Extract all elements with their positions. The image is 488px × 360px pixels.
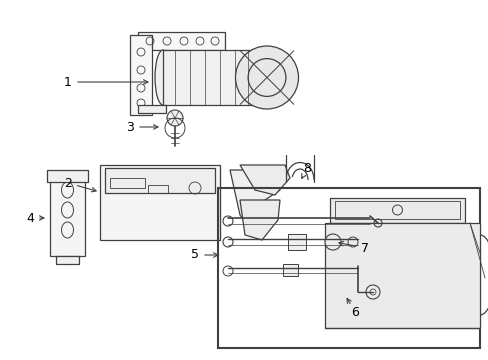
Bar <box>283 264 297 276</box>
Bar <box>163 50 264 105</box>
Polygon shape <box>229 170 280 230</box>
Bar <box>110 178 145 188</box>
Circle shape <box>365 285 379 299</box>
Text: 8: 8 <box>303 162 310 175</box>
Bar <box>218 188 479 348</box>
Circle shape <box>235 46 298 109</box>
Polygon shape <box>325 223 479 328</box>
Bar <box>105 168 215 193</box>
Text: 4: 4 <box>26 212 34 225</box>
Text: 7: 7 <box>360 242 368 255</box>
Circle shape <box>167 110 183 126</box>
Text: 3: 3 <box>126 121 134 134</box>
Polygon shape <box>240 165 289 195</box>
Bar <box>130 35 152 115</box>
Text: 5: 5 <box>191 248 199 261</box>
Bar <box>138 105 165 113</box>
Bar <box>47 170 88 182</box>
Bar <box>148 185 168 193</box>
Bar <box>334 201 459 219</box>
Text: 2: 2 <box>64 176 72 189</box>
Bar <box>50 178 85 256</box>
Text: 1: 1 <box>64 76 72 89</box>
Bar <box>100 165 220 240</box>
Circle shape <box>325 234 340 250</box>
Text: 6: 6 <box>350 306 358 319</box>
Bar <box>329 198 464 223</box>
Ellipse shape <box>155 50 171 105</box>
Bar <box>287 234 305 250</box>
Polygon shape <box>240 200 280 240</box>
Bar <box>138 32 224 50</box>
Bar <box>56 256 79 264</box>
